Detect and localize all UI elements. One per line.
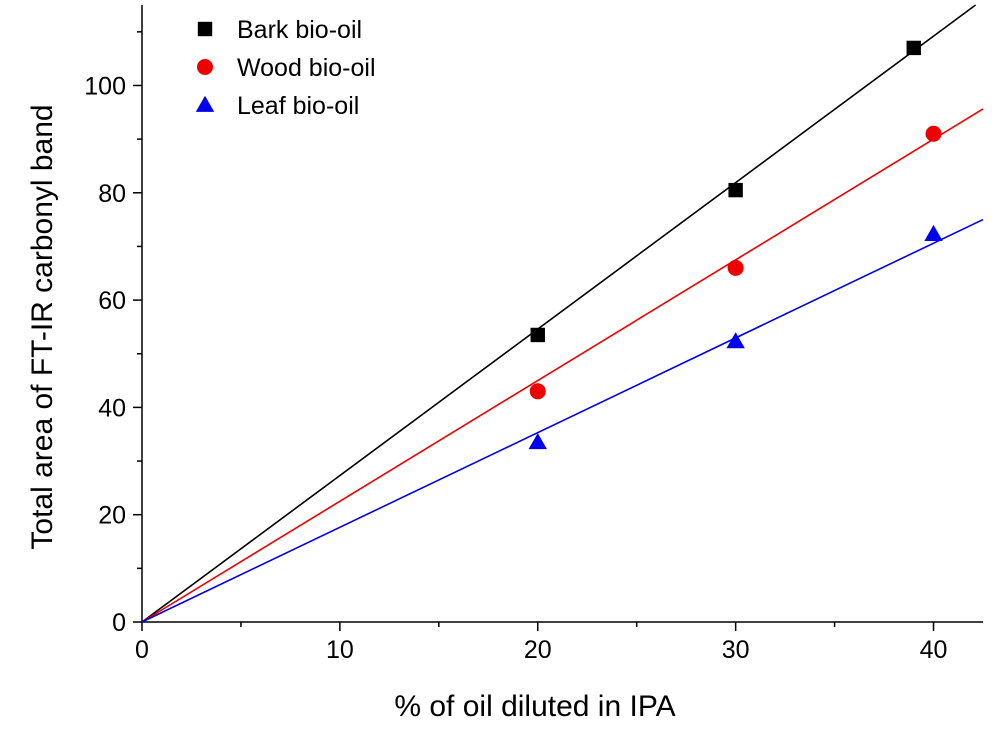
x-tick-label: 20 (524, 636, 552, 664)
fit-line (141, 108, 984, 623)
axes: 0 10 20 30 40 0 20 40 60 80 100 (84, 5, 983, 664)
data-point (906, 40, 921, 56)
x-tick-label: 40 (920, 636, 948, 664)
y-tick-label: 100 (84, 72, 126, 100)
x-tick-label: 10 (326, 636, 354, 664)
legend-marker (195, 95, 215, 112)
legend-marker (197, 21, 213, 37)
x-tick-label: 30 (722, 636, 750, 664)
y-tick-label: 20 (98, 502, 126, 530)
x-tick-label: 0 (135, 636, 149, 664)
y-tick-label: 40 (98, 394, 126, 422)
y-tick-label: 80 (98, 180, 126, 208)
y-tick-label: 0 (112, 609, 126, 637)
data-point (924, 224, 943, 241)
legend-marker (197, 59, 213, 75)
fit-line (141, 218, 984, 623)
data-point (925, 125, 942, 142)
data-point (529, 383, 546, 400)
legend-label: Leaf bio-oil (237, 92, 359, 120)
y-axis-title: Total area of FT-IR carbonyl band (26, 104, 59, 549)
legend-label: Bark bio-oil (237, 16, 362, 44)
legend-label: Wood bio-oil (237, 54, 376, 82)
y-tick-label: 60 (98, 287, 126, 315)
fit-lines (141, 4, 984, 623)
x-axis-title: % of oil diluted in IPA (394, 690, 675, 723)
fit-line (141, 4, 977, 623)
data-point (727, 259, 744, 276)
data-point (528, 433, 547, 450)
data-point (728, 182, 743, 198)
data-markers (528, 40, 943, 450)
data-point (530, 327, 545, 343)
data-point (726, 332, 745, 349)
legend: Bark bio-oil Wood bio-oil Leaf bio-oil (195, 16, 376, 120)
